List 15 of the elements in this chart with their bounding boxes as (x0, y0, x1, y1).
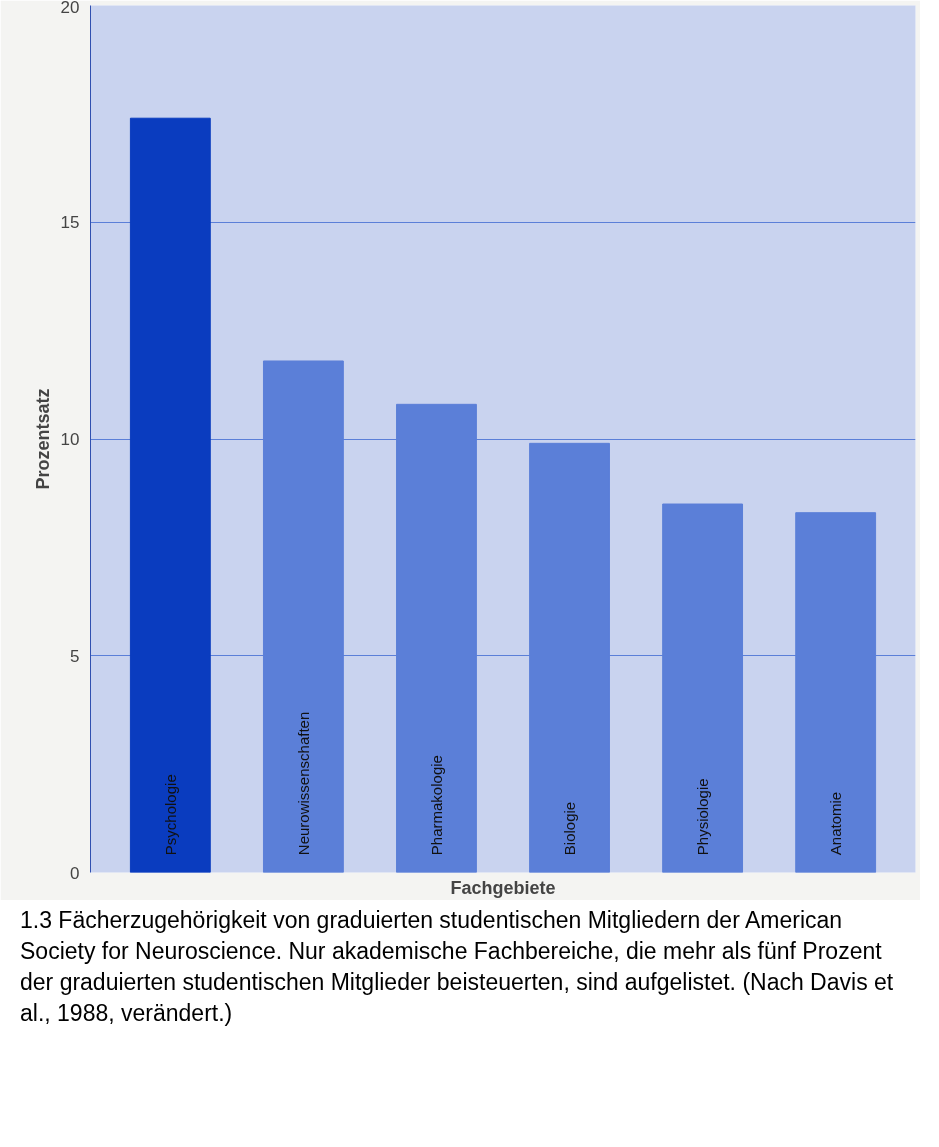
y-axis-title: Prozentsatz (32, 388, 53, 490)
text: 1.3 Fächerzugehörigkeit von graduierten studentischen Mitgliedern der American Society for Neuroscience. Nur akademische Fachbereiche, die mehr als fünf Prozent der graduierten studentischen Mitglieder beisteuerten, sind aufgelistet. (Nach Davis et al., 1988, verändert.) (20, 906, 895, 1029)
x-tick-label: Neurowissenschaften (294, 711, 312, 856)
x-tick-label: Pharmakologie (427, 755, 445, 856)
y-tick-label: 10 (60, 430, 80, 449)
x-tick-label: Anatomie (827, 791, 845, 856)
x-axis-title: Fachgebiete (450, 877, 556, 898)
y-tick-label: 15 (60, 213, 80, 233)
x-tick-label: Psychologie (161, 774, 179, 856)
y-tick-label: 0 (70, 863, 80, 883)
y-tick-label: 20 (60, 0, 80, 17)
bar (129, 117, 211, 873)
x-tick-label: Physiologie (694, 778, 712, 856)
y-tick-label: 5 (70, 646, 80, 666)
x-tick-label: Biologie (561, 801, 579, 856)
